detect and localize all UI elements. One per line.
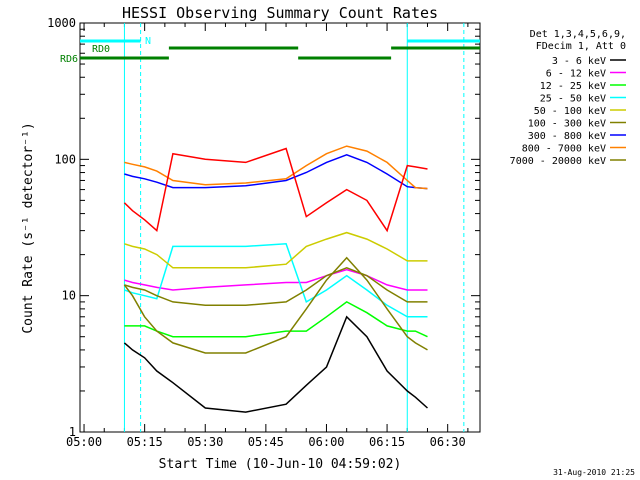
- legend-label: 7000 - 20000 keV: [510, 156, 606, 167]
- legend-header: Det 1,3,4,5,6,9,: [530, 29, 626, 40]
- series-line-6: [124, 153, 428, 190]
- axes: 05:00 05:15 05:30 05:45 06:00 06:15 06:30 1 10 10…: [47, 16, 480, 449]
- x-tick-label: 06:15: [369, 435, 405, 449]
- series-line-8: [124, 266, 428, 307]
- chart-title: HESSI Observing Summary Count Rates: [122, 4, 438, 22]
- y-axis-label: Count Rate (s⁻¹ detector⁻¹): [21, 122, 36, 333]
- y-tick-label: 1000: [47, 16, 76, 30]
- flag-rd6-label: RD6: [60, 54, 78, 65]
- legend-label: 800 - 7000 keV: [522, 144, 606, 155]
- series-line-7: [124, 145, 428, 190]
- series-line-0: [123, 315, 428, 413]
- timestamp: 31-Aug-2010 21:25: [553, 468, 635, 477]
- legend: Det 1,3,4,5,6,9,FDecim 1, Att 0 3 - 6 keV…: [510, 29, 626, 167]
- plot-frame: [79, 22, 481, 433]
- status-flags: RD0 RD6 N: [60, 36, 480, 65]
- legend-header: FDecim 1, Att 0: [536, 41, 626, 52]
- flag-n-label: N: [145, 36, 151, 47]
- x-tick-label: 05:30: [187, 435, 223, 449]
- x-tick-label: 06:30: [430, 435, 466, 449]
- legend-label: 50 - 100 keV: [534, 106, 606, 117]
- y-tick-label: 1: [69, 425, 76, 439]
- legend-label: 12 - 25 keV: [540, 81, 606, 92]
- y-tick-label: 10: [62, 289, 76, 303]
- x-axis-label: Start Time (10-Jun-10 04:59:02): [159, 457, 402, 472]
- legend-label: 300 - 800 keV: [528, 131, 606, 142]
- legend-label: 100 - 300 keV: [528, 119, 606, 130]
- x-tick-label: 05:45: [248, 435, 284, 449]
- vertical-markers: [123, 23, 465, 432]
- series-line-4: [124, 231, 428, 269]
- y-tick-label: 100: [54, 152, 76, 166]
- series-line-1: [124, 268, 428, 291]
- series-line-3: [124, 243, 428, 318]
- x-tick-label: 05:00: [66, 435, 102, 449]
- legend-label: 6 - 12 keV: [546, 69, 606, 80]
- legend-label: 3 - 6 keV: [552, 56, 606, 67]
- x-tick-label: 05:15: [127, 435, 163, 449]
- series-line-9: [123, 147, 428, 233]
- legend-label: 25 - 50 keV: [540, 94, 606, 105]
- series-line-2: [124, 301, 428, 338]
- series-lines: [123, 145, 428, 413]
- series-line-5: [123, 256, 428, 354]
- flag-rd0-label: RD0: [92, 44, 110, 55]
- x-tick-label: 06:00: [308, 435, 344, 449]
